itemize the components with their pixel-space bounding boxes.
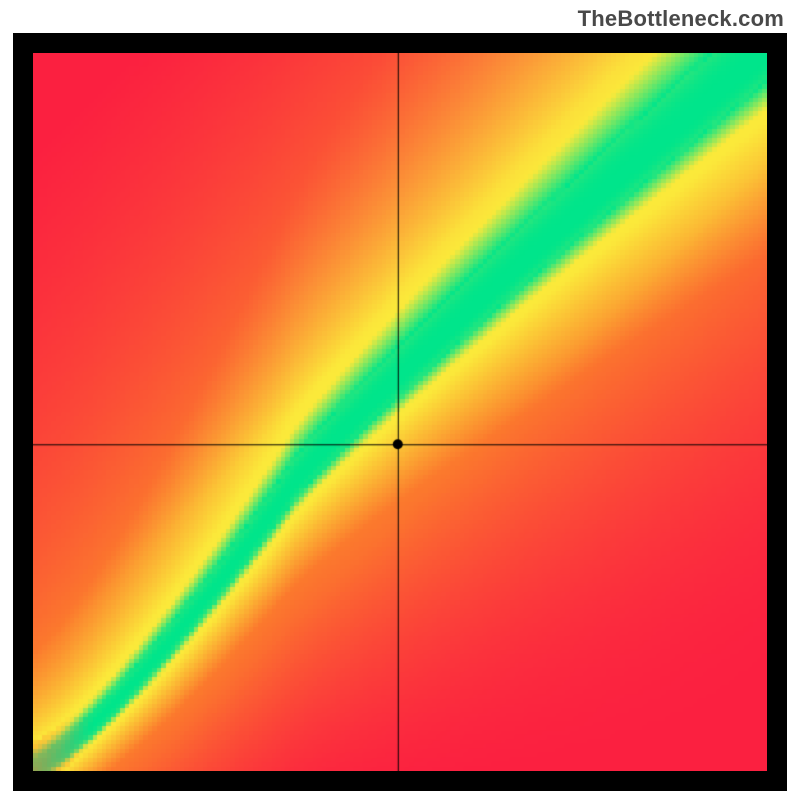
frame-right [767,33,787,791]
frame-bottom [13,771,787,791]
bottleneck-heatmap [33,53,767,771]
frame-left [13,33,33,791]
chart-container: TheBottleneck.com [0,0,800,800]
watermark-text: TheBottleneck.com [578,6,784,32]
frame-top [13,33,787,53]
